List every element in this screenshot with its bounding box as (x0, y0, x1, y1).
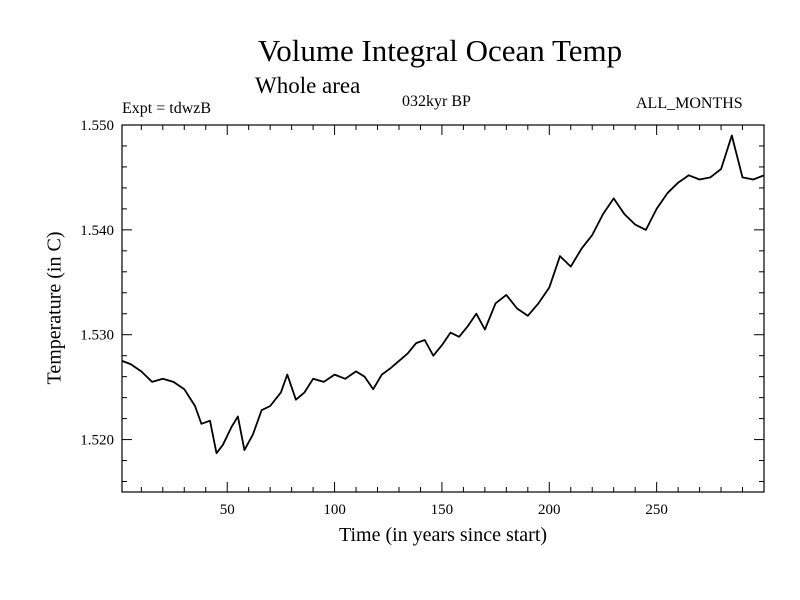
series-layer (121, 134, 765, 455)
x-tick-label: 150 (431, 502, 454, 518)
period-label: 032kyr BP (402, 93, 471, 110)
axis-ticks: 50 100 150 200 250 1.520 1.530 1.540 1.550 (80, 118, 764, 518)
y-tick-label: 1.540 (80, 223, 114, 239)
y-tick-label: 1.520 (80, 433, 114, 449)
months-label: ALL_MONTHS (636, 95, 743, 112)
chart-title: Volume Integral Ocean Temp (257, 33, 623, 68)
x-tick-label: 100 (323, 502, 346, 518)
plot-frame (121, 124, 765, 493)
y-tick-label: 1.530 (80, 328, 114, 344)
y-tick-label: 1.550 (80, 118, 114, 134)
chart-subtitle: Whole area (255, 73, 361, 98)
series-line (121, 134, 765, 455)
experiment-label: Expt = tdwzB (122, 100, 212, 117)
x-axis-label: Time (in years since start) (338, 524, 548, 546)
x-tick-label: 200 (538, 502, 561, 518)
x-tick-label: 250 (645, 502, 668, 518)
x-tick-label: 50 (220, 502, 235, 518)
